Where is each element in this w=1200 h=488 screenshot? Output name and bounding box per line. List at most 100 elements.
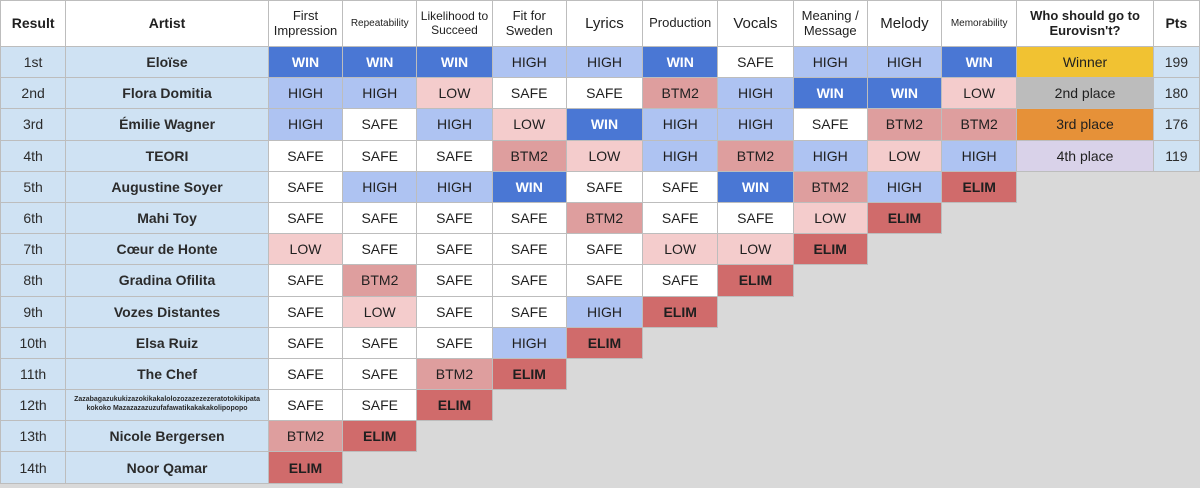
empty-cell — [866, 451, 943, 484]
score-cell: WIN — [941, 45, 1018, 79]
empty-cell — [491, 451, 567, 484]
header-fit-for-sweden: Fit for Sweden — [491, 0, 567, 47]
header-first-impression: First Impression — [267, 0, 344, 47]
empty-cell — [342, 451, 418, 484]
empty-cell — [792, 357, 868, 391]
empty-cell — [1016, 420, 1154, 453]
empty-cell — [1152, 357, 1200, 391]
empty-cell — [792, 295, 868, 328]
artist-cell: Cœur de Honte — [65, 233, 269, 266]
score-cell: HIGH — [792, 139, 868, 172]
empty-cell — [866, 295, 943, 328]
result-cell: 4th — [0, 139, 67, 172]
empty-cell — [792, 389, 868, 422]
points-cell: 180 — [1152, 77, 1200, 110]
score-cell: HIGH — [565, 295, 644, 328]
empty-cell — [866, 326, 943, 359]
score-cell: HIGH — [866, 170, 943, 203]
score-cell: SAFE — [491, 201, 567, 235]
header-vocals: Vocals — [717, 0, 794, 47]
score-cell: WIN — [717, 170, 794, 203]
score-cell: BTM2 — [792, 170, 868, 203]
score-cell: ELIM — [792, 233, 868, 266]
artist-cell: Flora Domitia — [65, 77, 269, 110]
empty-cell — [717, 326, 794, 359]
empty-cell — [866, 420, 943, 453]
score-cell: HIGH — [717, 108, 794, 141]
score-cell: LOW — [642, 233, 719, 266]
score-cell: SAFE — [416, 139, 493, 172]
score-cell: SAFE — [416, 326, 493, 359]
empty-cell — [866, 264, 943, 297]
points-cell: 199 — [1152, 45, 1200, 79]
empty-cell — [1152, 389, 1200, 422]
empty-cell — [1016, 264, 1154, 297]
table-row: 4th TEORI SAFE SAFE SAFE BTM2 LOW HIGH BTM2 HIGH L… — [0, 139, 1200, 172]
result-cell: 6th — [0, 201, 67, 235]
header-pts: Pts — [1152, 0, 1200, 47]
result-cell: 1st — [0, 45, 67, 79]
header-row: Result Artist First Impression Repeatabi… — [0, 0, 1200, 47]
score-cell: SAFE — [267, 264, 344, 297]
empty-cell — [642, 451, 719, 484]
header-repeatability: Repeatability — [342, 0, 418, 47]
score-cell: SAFE — [642, 264, 719, 297]
score-cell: HIGH — [342, 170, 418, 203]
empty-cell — [1152, 295, 1200, 328]
empty-cell — [416, 420, 493, 453]
empty-cell — [717, 357, 794, 391]
score-cell: LOW — [866, 139, 943, 172]
empty-cell — [866, 357, 943, 391]
table-row: 2nd Flora Domitia HIGH HIGH LOW SAFE SAFE BTM2 H… — [0, 77, 1200, 110]
score-cell: SAFE — [342, 357, 418, 391]
score-cell: WIN — [342, 45, 418, 79]
empty-cell — [1016, 170, 1154, 203]
score-cell: ELIM — [717, 264, 794, 297]
artist-cell: Eloïse — [65, 45, 269, 79]
score-cell: SAFE — [416, 233, 493, 266]
header-meaning: Meaning / Message — [792, 0, 868, 47]
empty-cell — [792, 451, 868, 484]
score-cell: SAFE — [792, 108, 868, 141]
empty-cell — [717, 420, 794, 453]
empty-cell — [1016, 357, 1154, 391]
empty-cell — [1016, 326, 1154, 359]
empty-cell — [941, 295, 1018, 328]
empty-cell — [1152, 326, 1200, 359]
points-cell: 119 — [1152, 139, 1200, 172]
score-cell: SAFE — [491, 264, 567, 297]
artist-cell: Zazabagazukukizazokikakalolozozazezezera… — [65, 389, 269, 422]
artist-cell: Gradina Ofilita — [65, 264, 269, 297]
score-cell: SAFE — [565, 233, 644, 266]
score-cell: SAFE — [491, 295, 567, 328]
score-cell: BTM2 — [642, 77, 719, 110]
empty-cell — [792, 264, 868, 297]
score-cell: HIGH — [642, 108, 719, 141]
score-cell: SAFE — [267, 139, 344, 172]
empty-cell — [1152, 170, 1200, 203]
empty-cell — [866, 233, 943, 266]
score-cell: BTM2 — [491, 139, 567, 172]
result-cell: 3rd — [0, 108, 67, 141]
score-cell: LOW — [565, 139, 644, 172]
score-cell: BTM2 — [416, 357, 493, 391]
header-artist: Artist — [65, 0, 269, 47]
score-cell: ELIM — [565, 326, 644, 359]
eurovision-place-cell: 4th place — [1016, 139, 1154, 172]
table-row: 14th Noor Qamar ELIM — [0, 451, 1200, 484]
header-lyrics: Lyrics — [565, 0, 644, 47]
score-cell: ELIM — [416, 389, 493, 422]
score-cell: SAFE — [717, 201, 794, 235]
score-cell: HIGH — [792, 45, 868, 79]
empty-cell — [866, 389, 943, 422]
score-cell: ELIM — [866, 201, 943, 235]
empty-cell — [1016, 451, 1154, 484]
score-cell: SAFE — [717, 45, 794, 79]
score-cell: BTM2 — [565, 201, 644, 235]
table-row: 6th Mahi Toy SAFE SAFE SAFE SAFE BTM2 SAFE SAFE L… — [0, 201, 1200, 235]
empty-cell — [941, 233, 1018, 266]
table-row: 13th Nicole Bergersen BTM2 ELIM — [0, 420, 1200, 453]
score-cell: SAFE — [342, 108, 418, 141]
score-cell: SAFE — [267, 295, 344, 328]
empty-cell — [642, 357, 719, 391]
